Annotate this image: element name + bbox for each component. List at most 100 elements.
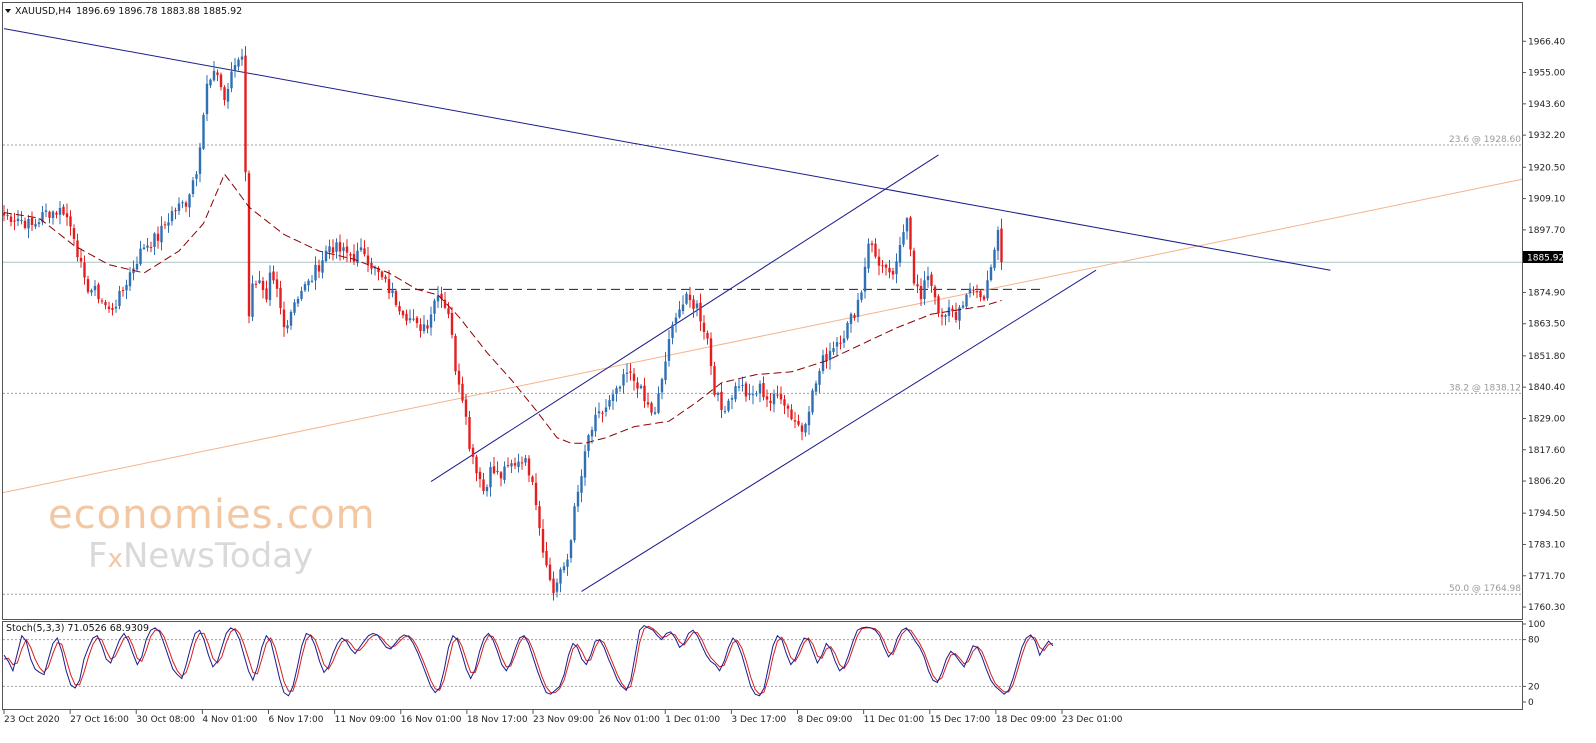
candle-body bbox=[734, 386, 737, 400]
candle-body bbox=[548, 564, 552, 580]
candle-body bbox=[772, 393, 776, 405]
candle-body bbox=[293, 302, 296, 313]
candle-body bbox=[622, 374, 625, 386]
candle-body bbox=[811, 390, 814, 413]
candle-body bbox=[331, 247, 335, 253]
candle-body bbox=[174, 210, 177, 212]
candle-body bbox=[219, 74, 223, 88]
candle-body bbox=[884, 264, 888, 268]
watermark-sub: FxNewsToday bbox=[88, 536, 313, 576]
candle-body bbox=[300, 290, 303, 299]
candle-body bbox=[181, 202, 184, 204]
candle-body bbox=[394, 291, 398, 305]
candle-body bbox=[832, 348, 835, 352]
y-tick-label: 1932.20 bbox=[1528, 131, 1565, 141]
level-lines: 23.6 @ 1928.60 38.2 @ 1838.12 50.0 @ 1764.… bbox=[3, 135, 1522, 595]
candle-body bbox=[583, 451, 587, 478]
candle-body bbox=[933, 286, 937, 298]
candle-body bbox=[863, 266, 867, 292]
dropdown-triangle-icon bbox=[5, 9, 11, 13]
candle-body bbox=[506, 465, 510, 467]
y-tick-label: 1909.10 bbox=[1528, 195, 1565, 205]
y-tick-label: 1863.50 bbox=[1528, 320, 1565, 330]
candle-body bbox=[751, 394, 755, 396]
candle-body bbox=[191, 180, 195, 194]
candle-body bbox=[107, 306, 111, 310]
candle-body bbox=[128, 272, 132, 287]
candle-body bbox=[776, 394, 779, 396]
candle-body bbox=[436, 295, 440, 302]
candle-body bbox=[464, 399, 468, 417]
x-tick-label: 11 Dec 01:00 bbox=[864, 715, 925, 725]
candle-body bbox=[601, 412, 604, 414]
candle-body bbox=[163, 224, 167, 226]
candle-body bbox=[44, 210, 48, 212]
y-tick-label: 1760.30 bbox=[1528, 603, 1565, 613]
fib-level-label: 50.0 @ 1764.98 bbox=[1449, 584, 1521, 594]
candle-body bbox=[254, 283, 258, 285]
fib-level-label: 38.2 @ 1838.12 bbox=[1449, 383, 1521, 393]
candle-body bbox=[685, 293, 688, 304]
candle-body bbox=[524, 458, 527, 463]
candle-body bbox=[1000, 228, 1003, 263]
y-tick-label: 1829.00 bbox=[1528, 414, 1565, 424]
x-tick-label: 4 Nov 01:00 bbox=[202, 715, 257, 725]
candle-body bbox=[919, 285, 923, 300]
candle-body bbox=[513, 463, 517, 466]
candle-body bbox=[135, 263, 139, 270]
candle-body bbox=[902, 232, 905, 245]
candle-body bbox=[265, 288, 268, 300]
candle-body bbox=[842, 338, 846, 343]
candle-body bbox=[576, 491, 580, 507]
candle-body bbox=[104, 302, 107, 306]
candle-body bbox=[968, 288, 972, 294]
trend-lines bbox=[2, 28, 1523, 592]
candle-body bbox=[72, 228, 76, 239]
candle-body bbox=[100, 300, 104, 302]
candle-body bbox=[958, 307, 961, 321]
candle-body bbox=[849, 313, 853, 324]
candle-body bbox=[275, 279, 279, 289]
watermark: economies.com FxNewsToday bbox=[48, 492, 375, 576]
candle-body bbox=[755, 393, 758, 395]
candle-body bbox=[422, 324, 426, 332]
candle-body bbox=[352, 253, 356, 262]
candle-body bbox=[625, 372, 629, 374]
current-price-marker: 1885.92 bbox=[1523, 251, 1564, 264]
candle-body bbox=[713, 366, 716, 395]
candle-body bbox=[562, 566, 566, 571]
candle-body bbox=[618, 386, 622, 389]
candle-body bbox=[419, 324, 422, 331]
candle-body bbox=[359, 247, 363, 251]
stoch-main-line bbox=[3, 624, 1054, 697]
candle-body bbox=[443, 299, 447, 308]
y-tick-label: 1966.40 bbox=[1528, 37, 1565, 47]
candle-body bbox=[62, 206, 65, 215]
candle-body bbox=[972, 289, 975, 291]
candle-body bbox=[993, 249, 996, 269]
candle-body bbox=[16, 218, 20, 222]
y-tick-label: 1783.10 bbox=[1528, 540, 1565, 550]
candle-body bbox=[496, 470, 499, 473]
candle-body bbox=[205, 83, 209, 115]
candle-body bbox=[475, 456, 478, 474]
candle-body bbox=[569, 540, 573, 559]
candle-body bbox=[590, 430, 594, 437]
candle-body bbox=[860, 292, 863, 300]
candle-body bbox=[534, 482, 538, 506]
y-tick-label: 1851.80 bbox=[1528, 352, 1565, 362]
candle-body bbox=[692, 299, 695, 309]
candle-body bbox=[664, 361, 667, 381]
candle-body bbox=[244, 55, 247, 173]
candle-body bbox=[156, 233, 160, 241]
candle-body bbox=[779, 394, 783, 400]
candle-body bbox=[716, 392, 720, 396]
candle-body bbox=[527, 458, 531, 476]
candle-body bbox=[34, 224, 37, 227]
candle-body bbox=[356, 250, 359, 264]
candle-body bbox=[667, 339, 671, 361]
x-tick-label: 15 Dec 17:00 bbox=[930, 715, 991, 725]
candle-body bbox=[433, 300, 436, 314]
candle-body bbox=[629, 371, 632, 373]
